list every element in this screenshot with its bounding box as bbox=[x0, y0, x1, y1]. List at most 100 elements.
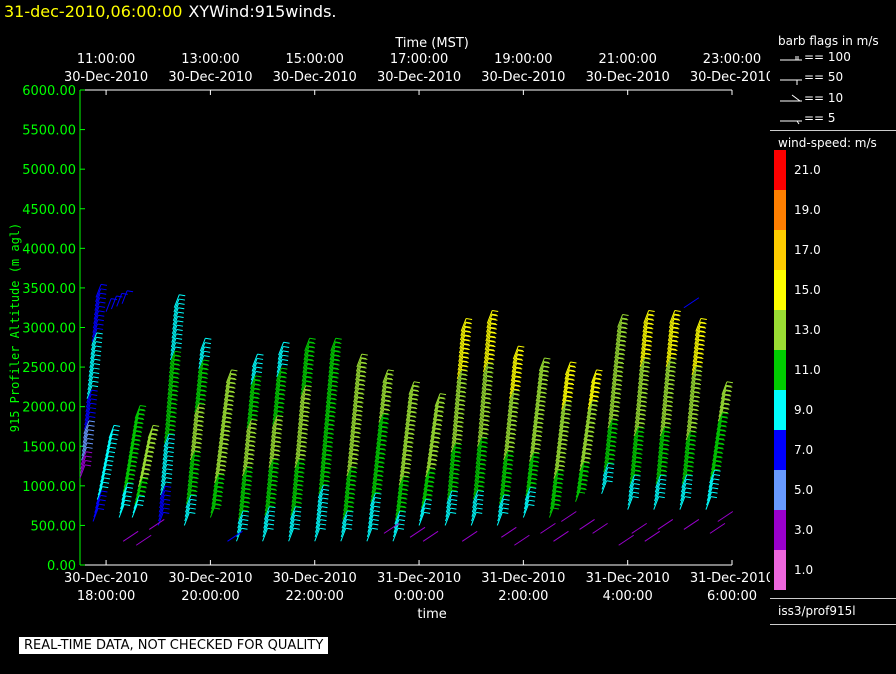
barb-flag bbox=[504, 490, 511, 493]
barb-flag bbox=[642, 379, 649, 382]
barb-flag bbox=[562, 425, 569, 428]
barb-staff bbox=[639, 353, 646, 367]
barb-staff bbox=[116, 293, 123, 307]
barb-flag bbox=[560, 438, 567, 441]
barb-staff bbox=[274, 380, 281, 395]
wind-barb bbox=[140, 460, 153, 474]
barb-flag bbox=[507, 455, 514, 458]
barb-legend-50: == 50 bbox=[804, 70, 844, 84]
wind-barb bbox=[429, 432, 441, 447]
barb-flag bbox=[479, 453, 486, 456]
barb-staff bbox=[579, 453, 586, 467]
barb-flag bbox=[138, 408, 145, 411]
barb-flag bbox=[694, 377, 701, 380]
barb-flag bbox=[375, 492, 382, 495]
wind-barb bbox=[527, 460, 540, 475]
barb-flag bbox=[141, 482, 148, 485]
barb-flag bbox=[663, 421, 671, 424]
barb-flag bbox=[463, 330, 470, 333]
barb-flag bbox=[383, 403, 390, 406]
wind-barb bbox=[293, 462, 306, 477]
barb-flag bbox=[146, 454, 153, 457]
wind-barb bbox=[664, 366, 677, 380]
barb-staff bbox=[193, 412, 199, 426]
y-tick-label: 6000.00 bbox=[22, 84, 76, 99]
barb-staff bbox=[212, 482, 219, 496]
barb-flag bbox=[323, 484, 330, 487]
barb-staff bbox=[198, 351, 205, 365]
wind-barb bbox=[86, 380, 99, 395]
barb-staff bbox=[132, 418, 139, 432]
barb-flag bbox=[488, 353, 495, 356]
barb-flag bbox=[461, 378, 468, 381]
barb-flag bbox=[665, 404, 672, 407]
wind-barb bbox=[505, 424, 517, 439]
barb-flag bbox=[515, 376, 522, 379]
wind-barb bbox=[481, 375, 494, 390]
barb-flag bbox=[359, 370, 366, 373]
wind-barb bbox=[194, 394, 207, 409]
barb-staff bbox=[292, 471, 299, 486]
barb-flag bbox=[346, 523, 353, 526]
barb-staff bbox=[188, 464, 195, 478]
barb-flag bbox=[253, 378, 261, 381]
barb-flag bbox=[173, 372, 180, 375]
low-level-barb bbox=[514, 534, 530, 546]
barb-flag bbox=[276, 423, 283, 426]
barb-flag bbox=[201, 367, 208, 370]
barb-flag bbox=[332, 362, 339, 365]
barb-staff bbox=[448, 469, 455, 483]
barb-staff bbox=[223, 387, 230, 401]
barb-flag bbox=[590, 403, 597, 406]
barb-flag bbox=[306, 376, 313, 379]
wind-barb bbox=[159, 494, 171, 509]
wind-barb bbox=[128, 443, 140, 458]
barb-flag bbox=[274, 431, 281, 434]
barb-flag bbox=[481, 423, 489, 426]
barb-flag bbox=[540, 396, 547, 399]
barb-staff bbox=[190, 438, 197, 452]
wind-barb bbox=[656, 457, 669, 471]
barb-flag bbox=[378, 452, 385, 455]
wind-barb bbox=[680, 483, 693, 497]
barb-staff bbox=[459, 326, 466, 341]
barb-flag bbox=[645, 348, 652, 351]
wind-barb bbox=[326, 385, 338, 399]
barb-flag bbox=[667, 378, 674, 381]
barb-flag bbox=[635, 457, 643, 460]
top-tick-label-time: 11:00:00 bbox=[77, 52, 135, 67]
barb-flag bbox=[568, 374, 576, 377]
barb-flag bbox=[308, 355, 315, 358]
barb-flag bbox=[431, 449, 438, 452]
barb-staff bbox=[711, 452, 718, 466]
wind-barb bbox=[575, 483, 588, 498]
wind-barb bbox=[95, 283, 108, 298]
wind-barb bbox=[512, 350, 524, 364]
barb-staff bbox=[642, 323, 649, 337]
barb-staff bbox=[606, 423, 613, 438]
barb-flag bbox=[140, 405, 147, 408]
wind-barb bbox=[216, 451, 228, 466]
wind-barb bbox=[193, 407, 206, 422]
barb-flag bbox=[660, 474, 667, 477]
barb-staff bbox=[660, 414, 667, 428]
wind-barb bbox=[167, 376, 180, 391]
wind-barb bbox=[81, 442, 94, 457]
wind-barb bbox=[603, 454, 616, 468]
barb-staff bbox=[507, 398, 514, 412]
wind-barb bbox=[559, 409, 572, 423]
low-level-barb bbox=[135, 534, 152, 546]
barb-staff bbox=[163, 433, 170, 448]
barb-staff bbox=[266, 480, 273, 494]
barb-flag bbox=[509, 423, 516, 426]
barb-flag bbox=[536, 430, 543, 433]
barb-flag bbox=[559, 447, 566, 450]
barb-flag bbox=[132, 447, 139, 450]
barb-flag bbox=[694, 373, 701, 376]
wind-barb bbox=[353, 379, 366, 394]
wind-barb bbox=[268, 458, 280, 473]
barb-flag bbox=[192, 458, 200, 461]
barb-flag bbox=[454, 446, 461, 449]
barb-staff bbox=[320, 458, 327, 473]
wind-barb bbox=[301, 363, 314, 378]
